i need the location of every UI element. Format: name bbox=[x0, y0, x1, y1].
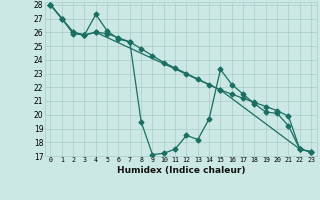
X-axis label: Humidex (Indice chaleur): Humidex (Indice chaleur) bbox=[116, 166, 245, 175]
